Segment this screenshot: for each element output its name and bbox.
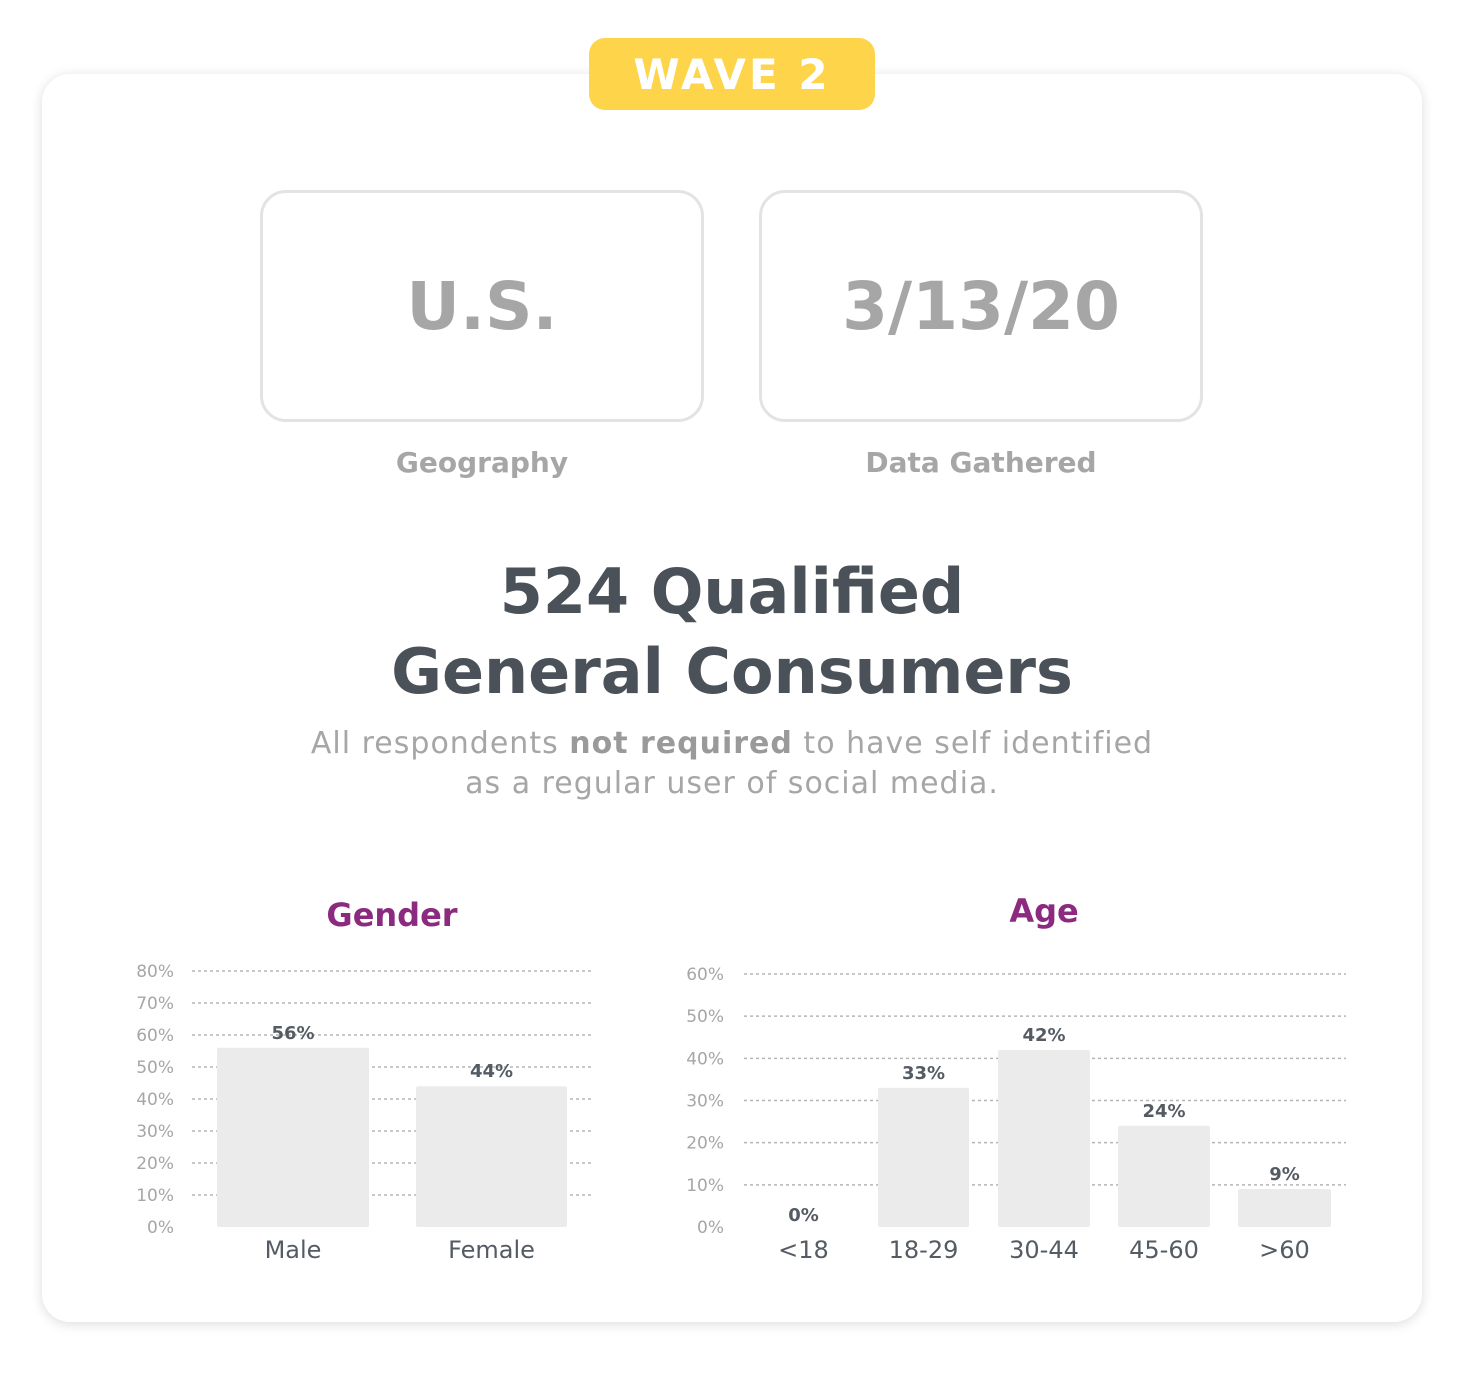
age-bar: [1238, 1189, 1331, 1227]
headline-line-2: General Consumers: [391, 635, 1073, 708]
respondents-note: All respondents not required to have sel…: [232, 724, 1232, 804]
gender-y-tick-label: 20%: [136, 1154, 174, 1174]
note-post: to have self identified: [792, 726, 1154, 761]
data-gathered-label: Data Gathered: [865, 446, 1097, 479]
age-category-label: 18-29: [889, 1236, 959, 1264]
age-y-tick-label: 40%: [686, 1049, 724, 1069]
gender-data-label: 44%: [470, 1061, 513, 1082]
headline-line-1: 524 Qualified: [499, 555, 965, 628]
age-bar: [1118, 1125, 1210, 1227]
age-y-tick-label: 60%: [686, 965, 724, 985]
age-y-tick-label: 20%: [686, 1134, 724, 1154]
gender-y-tick-label: 80%: [136, 962, 174, 982]
data-gathered-box: 3/13/20: [759, 190, 1203, 422]
age-category-label: <18: [778, 1236, 829, 1264]
gender-data-label: 56%: [271, 1023, 314, 1044]
age-data-label: 9%: [1269, 1164, 1300, 1185]
gender-bar: [217, 1047, 369, 1227]
age-category-label: >60: [1259, 1236, 1310, 1264]
geography-label: Geography: [395, 446, 569, 479]
age-data-label: 33%: [902, 1063, 945, 1084]
age-bar: [878, 1087, 969, 1227]
geography-box: U.S.: [260, 190, 704, 422]
age-y-tick-label: 30%: [686, 1092, 724, 1112]
age-category-label: 30-44: [1009, 1236, 1079, 1264]
age-y-tick-label: 0%: [697, 1218, 724, 1238]
gender-y-tick-label: 70%: [136, 994, 174, 1014]
age-data-label: 42%: [1022, 1025, 1065, 1046]
gender-y-tick-label: 10%: [136, 1186, 174, 1206]
age-data-label: 0%: [788, 1205, 819, 1226]
gender-y-tick-label: 0%: [147, 1218, 174, 1238]
gender-chart-title: Gender: [326, 896, 458, 934]
age-y-tick-label: 10%: [686, 1176, 724, 1196]
wave-badge: WAVE 2: [589, 38, 875, 110]
gender-y-tick-label: 50%: [136, 1058, 174, 1078]
age-y-tick-label: 50%: [686, 1007, 724, 1027]
age-data-label: 24%: [1142, 1101, 1185, 1122]
note-pre: All respondents: [310, 726, 570, 761]
gender-category-label: Female: [448, 1236, 535, 1264]
gender-bar: [416, 1086, 567, 1227]
age-chart-title: Age: [1009, 892, 1079, 930]
gender-category-label: Male: [265, 1236, 322, 1264]
note-bold: not required: [569, 726, 793, 761]
headline: 524 Qualified General Consumers: [232, 552, 1232, 712]
respondents-note-line-2: as a regular user of social media.: [465, 766, 999, 801]
gender-y-tick-label: 40%: [136, 1090, 174, 1110]
age-bar: [998, 1049, 1090, 1227]
respondents-note-line-1: All respondents not required to have sel…: [232, 724, 1232, 764]
gender-y-tick-label: 30%: [136, 1122, 174, 1142]
gender-y-tick-label: 60%: [136, 1026, 174, 1046]
age-category-label: 45-60: [1129, 1236, 1199, 1264]
